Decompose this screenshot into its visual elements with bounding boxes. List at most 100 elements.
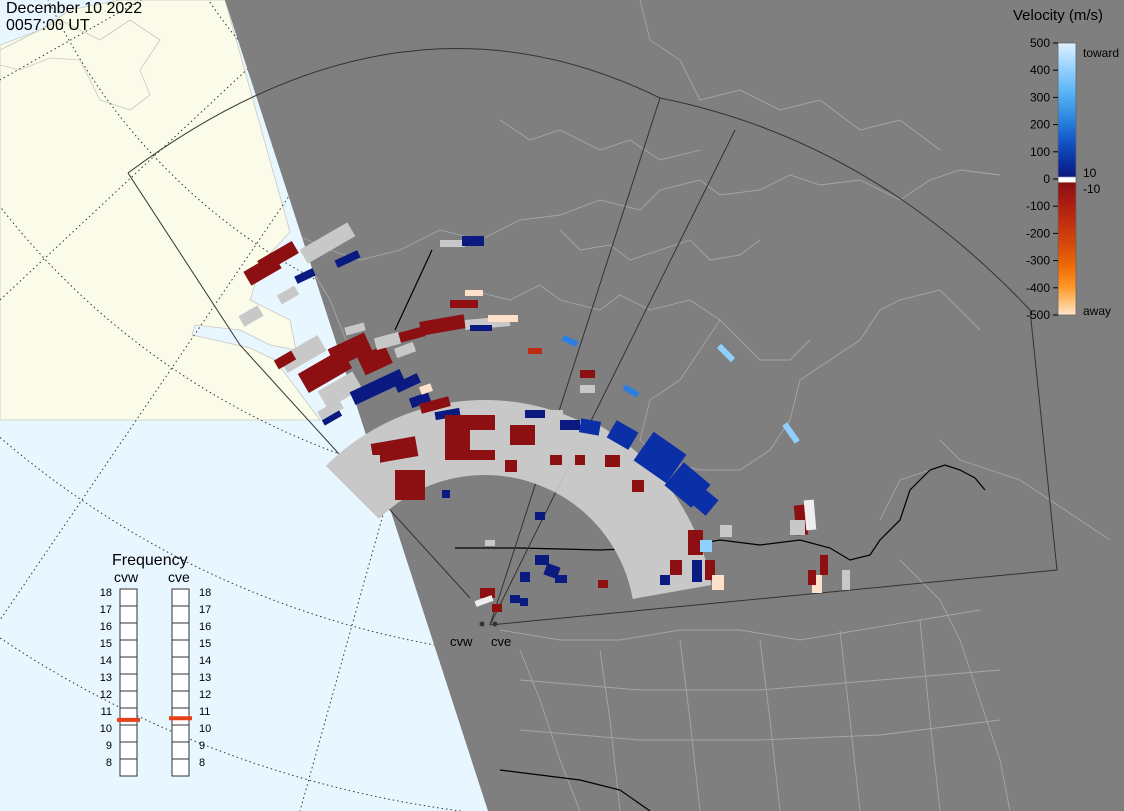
frequency-bar-cve <box>171 588 190 777</box>
colorbar-tick-label: 400 <box>1030 63 1050 77</box>
colorbar-tick-label: -200 <box>1026 226 1050 240</box>
scatter-cell <box>535 512 545 520</box>
scatter-cell <box>317 399 344 421</box>
scatter-cell <box>535 555 549 565</box>
frequency-scale-label: 14 <box>199 655 211 667</box>
velocity-cells <box>238 222 850 612</box>
scatter-cell <box>686 484 719 516</box>
scatter-cell <box>321 410 343 426</box>
scatter-cell <box>450 300 478 308</box>
scatter-cell <box>238 305 264 327</box>
scatter-cell <box>470 325 492 331</box>
scatter-cell <box>716 343 736 363</box>
scatter-cell <box>394 326 426 344</box>
ground-scatter-arc <box>555 421 712 599</box>
frequency-scale-label: 13 <box>199 672 211 684</box>
velocity-colorbar: Velocity (m/s) 500 400 300 200 100 0 -100 -200 -… <box>1013 7 1119 322</box>
frequency-scale-label: 16 <box>100 621 112 633</box>
cve-fov-far-edge <box>659 97 1031 311</box>
colorbar-tick-label: 300 <box>1030 90 1050 104</box>
scatter-cell <box>528 348 542 354</box>
frequency-scale-label: 11 <box>199 706 210 718</box>
scatter-cell <box>505 460 517 472</box>
scatter-cell <box>782 422 800 444</box>
night-shade <box>225 0 1124 811</box>
time-label: 0057:00 UT <box>6 17 90 34</box>
frequency-scale-label: 12 <box>100 689 112 701</box>
scatter-cell <box>510 425 535 445</box>
scatter-cell <box>462 236 484 246</box>
scatter-cell <box>360 455 380 470</box>
cvw-fov-far-edge <box>127 48 661 174</box>
scatter-cell <box>632 480 644 492</box>
scatter-cell <box>474 595 494 607</box>
scatter-cell <box>442 490 450 498</box>
scatter-cell <box>393 341 417 359</box>
frequency-title: Frequency <box>112 552 188 569</box>
cvw-site-label: cvw <box>450 634 473 649</box>
colorbar-tick-label: 100 <box>1030 145 1050 159</box>
frequency-scale-label: 14 <box>100 655 112 667</box>
frequency-scale-label: 13 <box>100 672 112 684</box>
frequency-scale-label: 9 <box>106 740 112 752</box>
cvw-fov-east-edge <box>489 97 661 626</box>
frequency-scale-label: 16 <box>199 621 211 633</box>
scatter-cell <box>243 254 282 286</box>
scatter-cell <box>720 525 732 537</box>
scatter-cell <box>344 322 366 336</box>
frequency-scale-label: 18 <box>100 587 112 599</box>
colorbar-toward-label: toward <box>1083 46 1119 60</box>
scatter-cell <box>633 431 687 484</box>
scatter-cell <box>470 430 500 450</box>
scatter-cell <box>622 384 640 398</box>
frequency-panel: Frequency cvw cve 1817161514131211109818… <box>100 552 211 777</box>
scatter-cell <box>394 373 421 393</box>
frequency-bar-cvw <box>119 588 138 777</box>
alaska-land-day <box>0 0 321 421</box>
scatter-cell <box>465 290 483 296</box>
scatter-cell <box>395 470 425 500</box>
scatter-cell <box>492 604 502 612</box>
scatter-cell <box>560 420 580 430</box>
scatter-cell <box>520 598 528 606</box>
colorbar-tick-label: -400 <box>1026 281 1050 295</box>
scatter-cell <box>808 570 816 585</box>
day-coastline <box>0 19 161 111</box>
frequency-scale-label: 10 <box>199 723 211 735</box>
frequency-scale-label: 11 <box>101 706 112 718</box>
cve-fov-east-edge <box>489 309 1058 626</box>
frequency-scale-label: 15 <box>100 638 112 650</box>
radar-fov-outlines <box>127 48 1058 626</box>
scatter-cell <box>273 350 297 370</box>
scatter-cell <box>790 520 805 535</box>
colorbar-tick-label: -500 <box>1026 308 1050 322</box>
scatter-cell <box>688 530 703 555</box>
scatter-cell <box>294 268 316 284</box>
scatter-cell <box>525 410 545 418</box>
alaska-canada-border <box>394 249 433 331</box>
frequency-scale-label: 10 <box>100 723 112 735</box>
scatter-cell <box>488 315 518 322</box>
scatter-cell <box>419 314 466 336</box>
night-side <box>225 0 1124 811</box>
frequency-scale-label: 18 <box>199 587 211 599</box>
colorbar-gradient <box>1057 42 1077 316</box>
frequency-scale-label: 17 <box>100 604 112 616</box>
scatter-cell <box>712 575 724 590</box>
scatter-cell <box>670 560 682 575</box>
scatter-cell <box>357 344 393 376</box>
cve-fov-west-edge <box>489 129 736 626</box>
scatter-cell <box>812 575 822 593</box>
colorbar-threshold-neg: -10 <box>1083 182 1101 196</box>
scatter-cell <box>317 371 363 409</box>
scatter-cell <box>334 250 361 268</box>
scatter-cell <box>561 334 579 348</box>
scatter-cell <box>440 240 465 247</box>
colorbar-tick-label: 500 <box>1030 36 1050 50</box>
scatter-cell <box>520 572 530 582</box>
scatter-cell <box>327 332 373 368</box>
colorbar-tick-label: -300 <box>1026 254 1050 268</box>
frequency-radar-cve-label: cve <box>168 569 190 585</box>
